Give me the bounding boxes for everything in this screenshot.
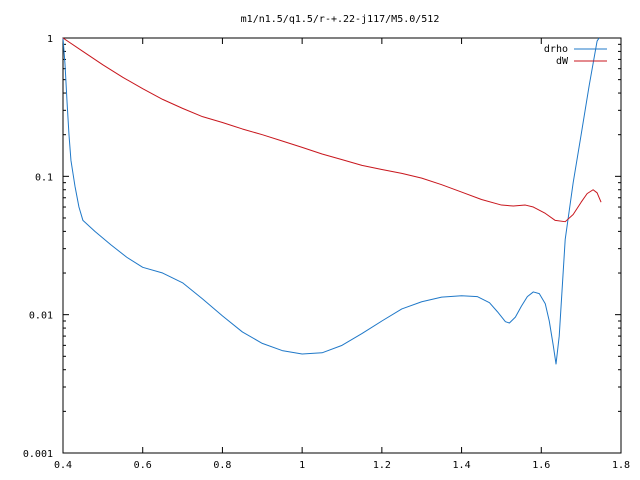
x-tick-label: 1.4 xyxy=(453,460,471,471)
chart-title: m1/n1.5/q1.5/r-+.22-j117/M5.0/512 xyxy=(241,14,440,25)
legend-label-dw: dW xyxy=(556,56,569,67)
y-tick-label: 1 xyxy=(47,34,53,45)
y-tick-label: 0.01 xyxy=(29,311,53,322)
x-tick-label: 0.8 xyxy=(213,460,231,471)
series-group xyxy=(62,37,602,365)
x-tick-label: 0.6 xyxy=(134,460,152,471)
x-tick-label: 0.4 xyxy=(54,460,72,471)
x-tick-label: 1.2 xyxy=(373,460,391,471)
y-tick-label: 0.1 xyxy=(35,172,53,183)
x-tick-label: 1 xyxy=(299,460,305,471)
x-tick-label: 1.6 xyxy=(532,460,550,471)
x-tick-label: 1.8 xyxy=(612,460,630,471)
legend-label-drho: drho xyxy=(544,44,568,55)
plot-frame xyxy=(62,37,622,454)
series-line-drho xyxy=(62,37,600,365)
axis-ticks: 0.4 0.6 0.8 1 1.2 1.4 1.6 1.8 1 0.1 0.01 0.001 xyxy=(23,34,630,471)
series-line-dw xyxy=(62,37,602,223)
y-tick-label: 0.001 xyxy=(23,449,53,460)
